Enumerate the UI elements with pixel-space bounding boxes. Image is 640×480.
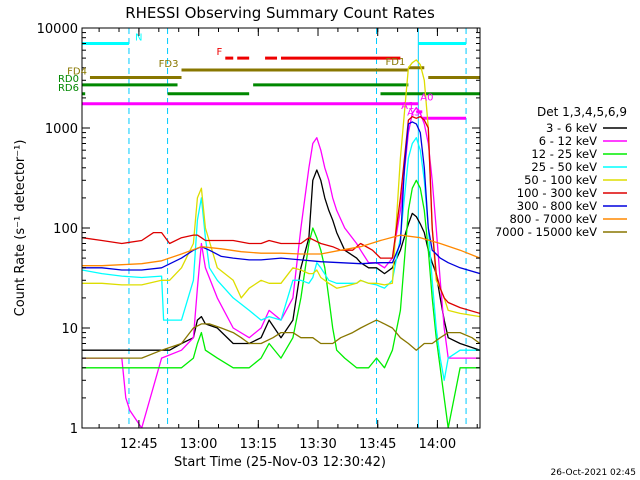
x-axis-label: Start Time (25-Nov-03 12:30:42) bbox=[174, 455, 386, 470]
series-line-7 bbox=[82, 234, 480, 267]
x-tick-label-2: 13:15 bbox=[240, 437, 277, 452]
legend-label-5: 100 - 300 keV bbox=[517, 186, 597, 200]
legend-title: Det 1,3,4,5,6,9 bbox=[537, 105, 627, 119]
y-axis: 1 10 100 1000 10000 bbox=[37, 22, 480, 437]
x-tick-label-1: 13:00 bbox=[180, 437, 217, 452]
legend-label-1: 6 - 12 keV bbox=[539, 134, 597, 148]
y-tick-label-1: 10 bbox=[61, 322, 78, 337]
series-line-8 bbox=[82, 319, 480, 359]
mode-label-fd3: FD3 bbox=[159, 59, 179, 70]
mode-label-a1: A1 bbox=[401, 101, 414, 112]
series-line-0 bbox=[82, 169, 480, 351]
x-axis: 12:45 13:00 13:15 13:30 13:45 14:00 bbox=[98, 28, 478, 452]
mode-label-a0: A0 bbox=[420, 93, 433, 104]
mode-label-a3: A3 bbox=[407, 107, 420, 118]
legend-label-2: 12 - 25 keV bbox=[531, 147, 597, 161]
mode-label-rd0: RD0 bbox=[58, 74, 79, 85]
series-line-6 bbox=[82, 121, 480, 275]
mode-label-fd1: FD1 bbox=[386, 57, 406, 68]
mode-label-f: F bbox=[217, 47, 223, 58]
footer-timestamp: 26-Oct-2021 02:45 bbox=[551, 468, 636, 478]
mode-label-rd6: RD6 bbox=[58, 83, 79, 94]
annotations bbox=[82, 28, 480, 428]
y-tick-label-2: 100 bbox=[53, 222, 78, 237]
series-line-1 bbox=[82, 106, 480, 428]
chart-title: RHESSI Observing Summary Count Rates bbox=[125, 4, 435, 22]
x-tick-label-5: 14:00 bbox=[419, 437, 456, 452]
x-tick-label-3: 13:30 bbox=[299, 437, 336, 452]
y-axis-label: Count Rate (s⁻¹ detector⁻¹) bbox=[13, 140, 28, 317]
y-tick-label-0: 1 bbox=[70, 422, 78, 437]
x-tick-label-0: 12:45 bbox=[120, 437, 157, 452]
legend-label-7: 800 - 7000 keV bbox=[509, 212, 597, 226]
mode-label-n: N bbox=[135, 32, 142, 43]
x-tick-label-4: 13:45 bbox=[359, 437, 396, 452]
legend-label-8: 7000 - 15000 keV bbox=[495, 225, 597, 239]
legend-label-0: 3 - 6 keV bbox=[546, 121, 597, 135]
legend-label-3: 25 - 50 keV bbox=[531, 160, 597, 174]
series-line-5 bbox=[82, 115, 480, 315]
y-tick-label-4: 10000 bbox=[37, 22, 78, 37]
legend-label-4: 50 - 100 keV bbox=[524, 173, 597, 187]
series-line-4 bbox=[82, 59, 480, 318]
series-lines bbox=[82, 59, 480, 428]
y-tick-label-3: 1000 bbox=[45, 122, 78, 137]
mode-label-fd4: FD4 bbox=[67, 66, 87, 77]
legend-label-6: 300 - 800 keV bbox=[517, 199, 597, 213]
series-line-2 bbox=[82, 179, 480, 428]
